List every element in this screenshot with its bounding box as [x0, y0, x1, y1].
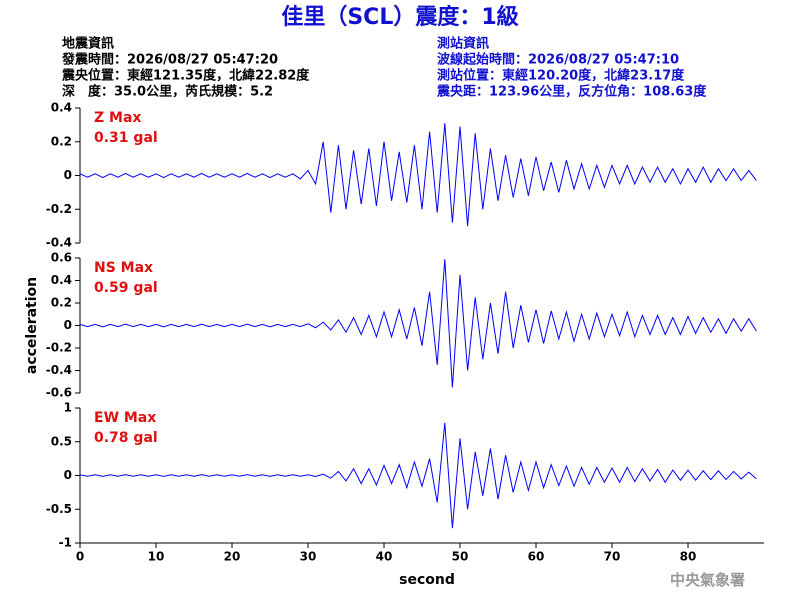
left-header: 震央位置：東經121.35度，北緯22.82度: [61, 68, 310, 84]
waveform: [79, 422, 757, 529]
x-tick-label: 70: [604, 550, 621, 564]
x-tick-label: 10: [148, 550, 165, 564]
x-tick-label: 50: [452, 550, 469, 564]
right-header: 測站資訊: [437, 36, 489, 52]
x-tick-label: 80: [680, 550, 697, 564]
y-tick-label: 0.4: [51, 273, 72, 287]
right-header: 測站位置：東經120.20度，北緯23.17度: [437, 68, 685, 84]
annotation: 0.59 gal: [94, 280, 158, 296]
y-axis-label: acceleration: [24, 277, 40, 374]
x-tick-label: 60: [528, 550, 545, 564]
y-tick-label: -0.5: [46, 502, 72, 516]
left-header: 地震資訊: [62, 36, 114, 52]
left-header: 深 度：35.0公里，芮氏規模：5.2: [62, 84, 273, 100]
waveform: [79, 123, 757, 227]
annotation: 0.31 gal: [94, 130, 158, 146]
annotation: EW Max: [94, 410, 156, 426]
annotation: 0.78 gal: [94, 430, 158, 446]
y-tick-label: 0: [64, 318, 72, 332]
y-tick-label: -1: [59, 536, 72, 550]
y-tick-label: -0.4: [46, 363, 72, 377]
y-tick-label: -0.2: [46, 341, 72, 355]
y-tick-label: 0.2: [51, 134, 72, 148]
y-tick-label: 1: [64, 401, 72, 415]
x-axis-label: second: [399, 572, 455, 588]
waveform: [79, 259, 757, 388]
annotation: Z Max: [94, 110, 141, 126]
x-tick-label: 20: [224, 550, 241, 564]
y-tick-label: 0: [64, 168, 72, 182]
y-tick-label: -0.4: [46, 236, 72, 250]
left-header: 發震時間：2026/08/27 05:47:20: [61, 52, 278, 68]
y-tick-label: 0: [64, 468, 72, 482]
right-header: 波線起始時間：2026/08/27 05:47:10: [437, 52, 679, 68]
y-tick-label: 0.4: [51, 101, 72, 115]
x-tick-label: 40: [376, 550, 393, 564]
annotation: NS Max: [94, 260, 153, 276]
right-header: 震央距：123.96公里，反方位角：108.63度: [436, 84, 707, 100]
footer: 中央氣象署: [670, 571, 745, 589]
y-tick-label: 0.2: [51, 296, 72, 310]
y-tick-label: 0.5: [51, 434, 72, 448]
y-tick-label: -0.6: [46, 386, 72, 400]
y-tick-label: 0.6: [51, 251, 72, 265]
title: 佳里（SCL）震度：1級: [281, 4, 518, 30]
y-tick-label: -0.2: [46, 202, 72, 216]
x-tick-label: 0: [76, 550, 84, 564]
x-tick-label: 30: [300, 550, 317, 564]
